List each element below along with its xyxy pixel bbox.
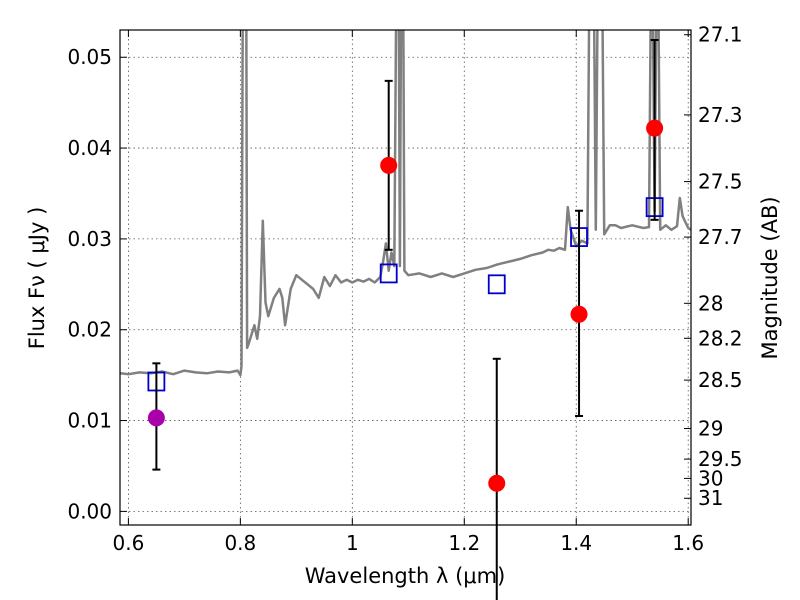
y2-tick-label: 29.5	[698, 447, 743, 471]
plot-frame	[119, 29, 692, 526]
y-tick-label: 0.02	[67, 318, 112, 342]
grid-layer	[120, 30, 691, 525]
y2-tick-label: 27.1	[698, 23, 743, 47]
y-axis-label: Flux Fν ( μJy )	[25, 207, 49, 350]
y-tick-label: 0.01	[67, 409, 112, 433]
data-layer	[120, 30, 691, 377]
model-photometry-square	[487, 274, 506, 295]
x-tick-label: 1	[346, 531, 359, 555]
observed-point	[380, 156, 398, 174]
y2-tick-label: 29	[698, 417, 723, 441]
y-tick-label: 0.00	[67, 499, 112, 523]
x-tick-label: 0.8	[224, 531, 256, 555]
observed-point	[147, 409, 165, 427]
observed-point	[646, 119, 664, 137]
y2-tick-label: 27.5	[698, 170, 743, 194]
y2-tick-label: 27.7	[698, 225, 743, 249]
model-sed-line	[120, 30, 691, 377]
x-tick-label: 0.6	[112, 531, 144, 555]
observed-point	[570, 305, 588, 323]
y2-tick-label: 28.2	[698, 326, 743, 350]
y2-tick-label: 28.5	[698, 368, 743, 392]
y2-tick-label: 27.3	[698, 103, 743, 127]
observed-point	[488, 474, 506, 492]
x-tick-label: 1.2	[448, 531, 480, 555]
errorbar-layer	[147, 38, 664, 600]
y2-tick-label: 31	[698, 486, 723, 510]
y-tick-label: 0.04	[67, 136, 112, 160]
x-axis-label: Wavelength λ (μm)	[305, 564, 506, 588]
x-tick-label: 1.4	[560, 531, 592, 555]
y2-tick-label: 28	[698, 291, 723, 315]
y-tick-label: 0.03	[67, 227, 112, 251]
y-tick-label: 0.05	[67, 45, 112, 69]
tick-layer: 0.6 0.8 1 1.2 1.4 1.6 0.00 0.01 0.02 0.03 0.04 0.05…	[67, 23, 742, 555]
x-tick-label: 1.6	[672, 531, 704, 555]
plot-background	[120, 30, 691, 525]
y2-axis-label: Magnitude (AB)	[758, 196, 782, 359]
model-photometry-square	[379, 263, 398, 284]
y2-tick-label: 30	[698, 466, 723, 490]
